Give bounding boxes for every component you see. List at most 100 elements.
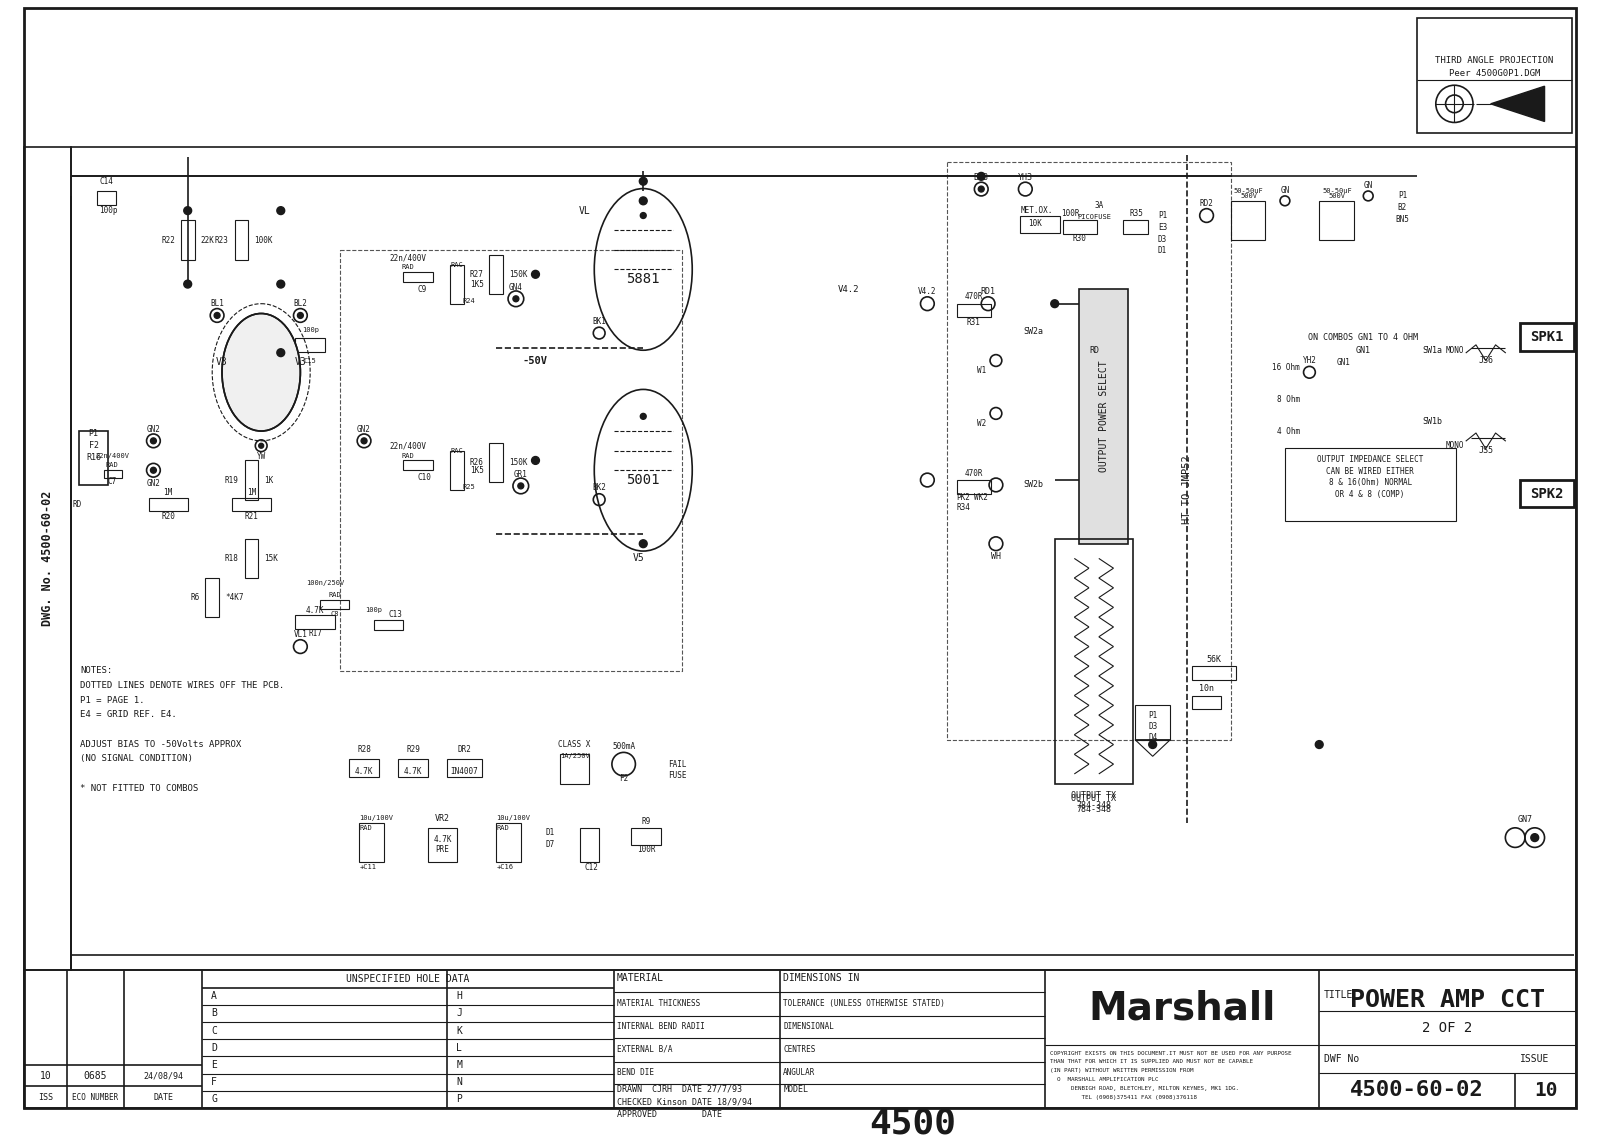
- Bar: [374, 620, 403, 630]
- Text: SPK1: SPK1: [1530, 330, 1563, 344]
- Text: W2: W2: [976, 419, 986, 428]
- Circle shape: [150, 437, 157, 444]
- Text: SW1a: SW1a: [1422, 346, 1442, 355]
- Text: V4.2: V4.2: [918, 287, 936, 296]
- Text: E: E: [211, 1060, 218, 1070]
- Text: 1K: 1K: [264, 476, 274, 484]
- Circle shape: [1051, 300, 1059, 308]
- Text: ISSUE: ISSUE: [1520, 1054, 1549, 1064]
- Text: 10K: 10K: [1029, 219, 1042, 228]
- Text: 4.7K: 4.7K: [355, 768, 373, 777]
- Text: 100p: 100p: [365, 607, 382, 613]
- Text: O  MARSHALL AMPLIFICATION PLC: O MARSHALL AMPLIFICATION PLC: [1050, 1077, 1158, 1082]
- Bar: [24, 970, 1576, 1108]
- Text: J: J: [456, 1008, 462, 1018]
- Text: RAD: RAD: [328, 591, 341, 598]
- Text: R25: R25: [462, 484, 475, 490]
- Text: GN: GN: [1363, 181, 1373, 190]
- Bar: [1418, 17, 1571, 133]
- Text: RD: RD: [72, 500, 82, 509]
- Text: C10: C10: [418, 473, 432, 482]
- Bar: [450, 264, 464, 304]
- Circle shape: [298, 312, 304, 319]
- Text: DIMENSIONAL: DIMENSIONAL: [784, 1022, 834, 1031]
- Text: DOTTED LINES DENOTE WIRES OFF THE PCB.: DOTTED LINES DENOTE WIRES OFF THE PCB.: [80, 681, 285, 690]
- Text: 784-348: 784-348: [1077, 805, 1112, 813]
- Text: DWG. No. 4500-60-02: DWG. No. 4500-60-02: [42, 491, 54, 626]
- Text: 100p: 100p: [302, 327, 318, 333]
- Bar: [358, 822, 384, 862]
- Circle shape: [1315, 740, 1323, 748]
- Bar: [1192, 696, 1221, 710]
- Text: GN4: GN4: [509, 282, 523, 292]
- Text: 500mA: 500mA: [613, 741, 635, 751]
- Text: BL1: BL1: [210, 300, 224, 309]
- Text: SW2b: SW2b: [1022, 481, 1043, 490]
- Text: R34: R34: [957, 503, 971, 511]
- Circle shape: [978, 172, 986, 180]
- Text: C: C: [211, 1025, 218, 1035]
- Text: OUTPUT IMPEDANCE SELECT: OUTPUT IMPEDANCE SELECT: [1317, 454, 1424, 464]
- Text: 5881: 5881: [627, 272, 661, 286]
- Bar: [70, 147, 1576, 970]
- Text: GR1: GR1: [514, 469, 528, 478]
- Text: 22n/400V: 22n/400V: [390, 441, 427, 450]
- Text: OUTPUT TX: OUTPUT TX: [1072, 790, 1117, 800]
- Text: R23: R23: [214, 236, 229, 245]
- Text: MATERIAL THICKNESS: MATERIAL THICKNESS: [618, 999, 701, 1008]
- Text: E4 = GRID REF. E4.: E4 = GRID REF. E4.: [80, 711, 176, 719]
- Text: BK1: BK1: [592, 317, 606, 326]
- Bar: [1021, 215, 1059, 233]
- Bar: [1285, 448, 1456, 522]
- Text: 1A/250V: 1A/250V: [560, 753, 589, 760]
- Text: +C16: +C16: [496, 865, 514, 870]
- Text: V3: V3: [294, 358, 306, 368]
- Text: OUTPUT POWER SELECT: OUTPUT POWER SELECT: [1099, 361, 1109, 473]
- Text: F2: F2: [88, 441, 99, 450]
- Text: M: M: [456, 1060, 462, 1070]
- Text: GN7: GN7: [1517, 816, 1533, 825]
- Text: DENBIGH ROAD, BLETCHLEY, MILTON KEYNES, MK1 1DG.: DENBIGH ROAD, BLETCHLEY, MILTON KEYNES, …: [1050, 1085, 1238, 1091]
- Text: P1 = PAGE 1.: P1 = PAGE 1.: [80, 696, 144, 705]
- Circle shape: [277, 280, 285, 288]
- Bar: [245, 539, 258, 577]
- Text: 56K: 56K: [1206, 655, 1221, 664]
- Bar: [1134, 705, 1170, 739]
- Text: R28: R28: [357, 745, 371, 754]
- Bar: [1320, 200, 1354, 240]
- Text: CLASS X: CLASS X: [558, 740, 590, 749]
- Text: *4K7: *4K7: [226, 593, 243, 603]
- Text: INTERNAL BEND RADII: INTERNAL BEND RADII: [618, 1022, 704, 1031]
- Bar: [149, 498, 187, 511]
- Text: RAD: RAD: [496, 825, 509, 830]
- Text: F: F: [211, 1077, 218, 1088]
- Text: P1: P1: [88, 429, 99, 439]
- Text: Peer 4500G0P1.DGM: Peer 4500G0P1.DGM: [1450, 69, 1541, 77]
- Text: E3: E3: [1158, 223, 1166, 231]
- Text: BEND DIE: BEND DIE: [618, 1068, 654, 1077]
- Text: GN: GN: [1280, 186, 1290, 195]
- Text: MATERIAL: MATERIAL: [618, 973, 664, 983]
- Circle shape: [514, 296, 518, 302]
- Text: 8 & 16(Ohm) NORMAL: 8 & 16(Ohm) NORMAL: [1328, 478, 1411, 487]
- Text: RAD: RAD: [358, 825, 371, 830]
- Text: G: G: [211, 1095, 218, 1105]
- Bar: [403, 460, 432, 470]
- Text: 4500: 4500: [869, 1107, 957, 1139]
- Text: R20: R20: [162, 511, 174, 521]
- Bar: [403, 272, 432, 282]
- Text: EXTERNAL B/A: EXTERNAL B/A: [618, 1044, 672, 1054]
- Text: SPK2: SPK2: [1530, 486, 1563, 501]
- Text: N: N: [456, 1077, 462, 1088]
- Text: 1M: 1M: [163, 489, 173, 498]
- Text: RD1: RD1: [981, 287, 995, 296]
- Bar: [296, 615, 334, 629]
- Text: R22: R22: [162, 236, 174, 245]
- Bar: [427, 828, 458, 862]
- Bar: [24, 147, 70, 970]
- Bar: [320, 599, 349, 609]
- Bar: [490, 443, 502, 482]
- Text: HT TO JMP52: HT TO JMP52: [1182, 456, 1192, 524]
- Bar: [1080, 289, 1128, 543]
- Circle shape: [277, 349, 285, 357]
